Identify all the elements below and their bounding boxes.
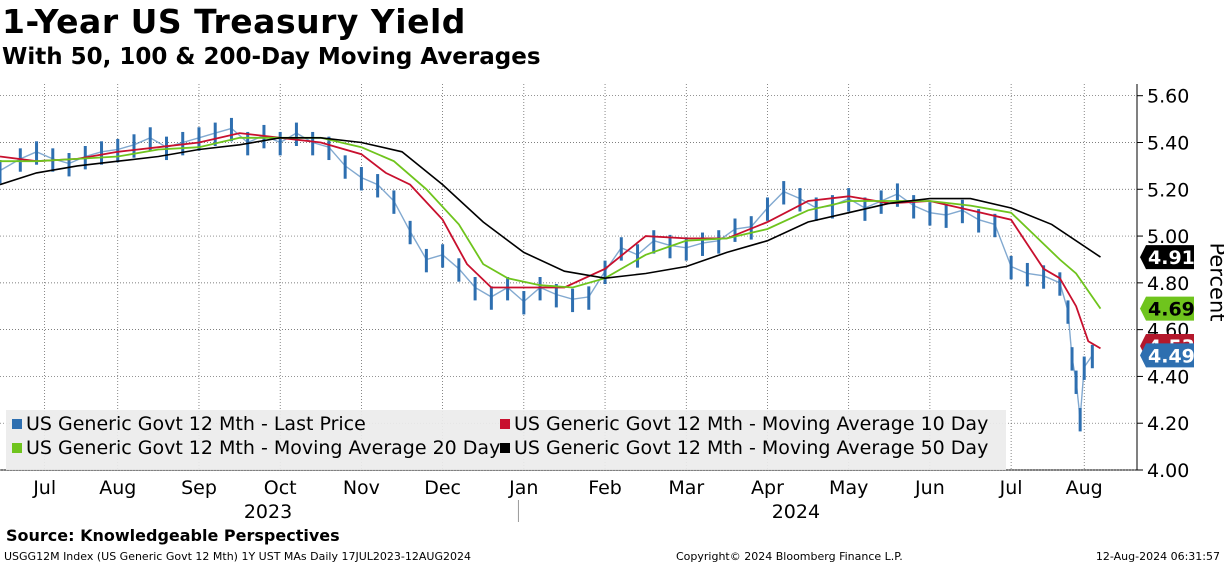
legend-item-price: US Generic Govt 12 Mth - Last Price — [12, 413, 366, 435]
y-tick-label: 5.40 — [1147, 132, 1189, 154]
series-line-ma50 — [0, 137, 1101, 280]
series-line-ma10 — [0, 132, 1101, 350]
price-line — [0, 127, 1093, 419]
legend-item-ma50: US Generic Govt 12 Mth - Moving Average … — [500, 437, 988, 459]
legend-item-ma10: US Generic Govt 12 Mth - Moving Average … — [500, 413, 988, 435]
y-tick-label: 5.00 — [1147, 226, 1189, 248]
x-tick-label: Aug — [1066, 477, 1103, 499]
last-value-label-ma20: 4.69 — [1148, 299, 1195, 321]
y-tick-label: 5.20 — [1147, 179, 1189, 201]
chart-title: 1-Year US Treasury Yield — [2, 2, 466, 41]
footer-timestamp: 12-Aug-2024 06:31:57 — [1095, 550, 1220, 563]
x-tick-label: Dec — [424, 477, 461, 499]
source-note: Source: Knowledgeable Perspectives — [6, 526, 340, 545]
x-tick-label: Feb — [588, 477, 622, 499]
last-value-label-ma50: 4.91 — [1148, 247, 1195, 269]
x-tick-label: May — [829, 477, 868, 499]
x-tick-label: Apr — [751, 477, 784, 499]
last-value-tag-ma20 — [1140, 296, 1194, 321]
x-tick-label: Aug — [99, 477, 136, 499]
legend-swatch-price — [12, 419, 22, 429]
legend-label-ma10: US Generic Govt 12 Mth - Moving Average … — [514, 413, 989, 435]
chart-subtitle: With 50, 100 & 200-Day Moving Averages — [2, 44, 541, 70]
y-tick-label: 5.60 — [1147, 86, 1189, 108]
footer-copyright: Copyright© 2024 Bloomberg Finance L.P. — [676, 550, 903, 563]
x-tick-label: Jul — [32, 477, 56, 499]
legend-label-ma20: US Generic Govt 12 Mth - Moving Average … — [26, 437, 501, 459]
last-value-tag-price — [1140, 343, 1194, 368]
series-line-ma20 — [0, 136, 1102, 310]
last-value-tag-ma50 — [1140, 245, 1194, 270]
footer-ticker-info: USGG12M Index (US Generic Govt 12 Mth) 1… — [4, 550, 471, 563]
x-tick-label: Jun — [914, 477, 945, 499]
legend-label-ma50: US Generic Govt 12 Mth - Moving Average … — [514, 437, 989, 459]
y-tick-label: 4.40 — [1147, 366, 1189, 388]
last-value-label-price: 4.49 — [1148, 345, 1195, 367]
y-tick-label: 4.80 — [1147, 273, 1189, 295]
y-axis-label: Percent — [1205, 242, 1224, 322]
y-tick-label: 4.20 — [1147, 413, 1189, 435]
year-label: 2023 — [244, 501, 292, 523]
legend: US Generic Govt 12 Mth - Last Price US G… — [6, 410, 1006, 470]
x-tick-label: Sep — [181, 477, 217, 499]
legend-item-ma20: US Generic Govt 12 Mth - Moving Average … — [12, 437, 500, 459]
legend-swatch-ma50 — [500, 443, 510, 453]
x-tick-label: Mar — [668, 477, 704, 499]
y-tick-label: 4.00 — [1147, 460, 1189, 482]
x-tick-label: Oct — [264, 477, 297, 499]
x-tick-label: Jul — [999, 477, 1023, 499]
legend-swatch-ma20 — [12, 443, 22, 453]
year-label: 2024 — [772, 501, 820, 523]
legend-label-price: US Generic Govt 12 Mth - Last Price — [26, 413, 366, 435]
legend-swatch-ma10 — [500, 419, 510, 429]
x-tick-label: Jan — [508, 477, 538, 499]
x-tick-label: Nov — [343, 477, 380, 499]
